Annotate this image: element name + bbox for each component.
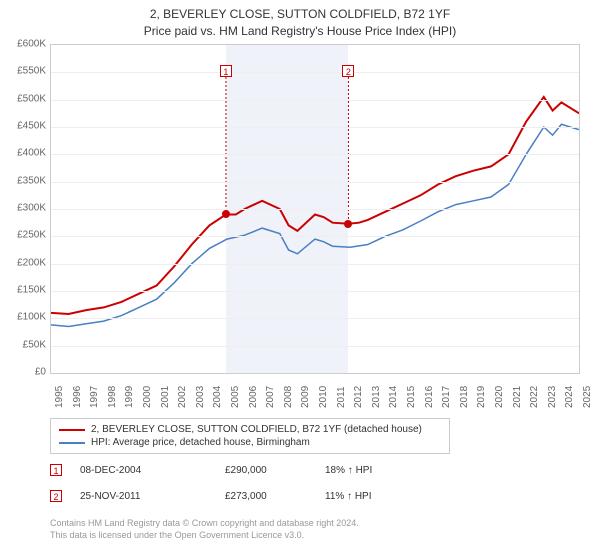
gridline-y: [51, 100, 579, 101]
legend-box: 2, BEVERLEY CLOSE, SUTTON COLDFIELD, B72…: [50, 418, 450, 454]
x-axis-label: 2015: [406, 386, 417, 408]
y-axis-label: £500K: [0, 93, 46, 104]
chart-title-block: 2, BEVERLEY CLOSE, SUTTON COLDFIELD, B72…: [0, 0, 600, 40]
x-axis-label: 2018: [459, 386, 470, 408]
gridline-y: [51, 318, 579, 319]
gridline-y: [51, 72, 579, 73]
x-axis-label: 2012: [353, 386, 364, 408]
sale-marker-2: 2: [50, 490, 62, 502]
footnote-line1: Contains HM Land Registry data © Crown c…: [50, 518, 580, 530]
y-axis-label: £400K: [0, 148, 46, 159]
legend-label-property: 2, BEVERLEY CLOSE, SUTTON COLDFIELD, B72…: [91, 424, 422, 435]
sale-row-1: 1 08-DEC-2004 £290,000 18% ↑ HPI: [50, 464, 580, 476]
x-axis-label: 2003: [195, 386, 206, 408]
y-axis-label: £200K: [0, 257, 46, 268]
x-axis-label: 2008: [283, 386, 294, 408]
chart-marker-point-2: [344, 220, 352, 228]
sale-row-2: 2 25-NOV-2011 £273,000 11% ↑ HPI: [50, 490, 580, 502]
chart-marker-label-1: 1: [220, 65, 232, 77]
gridline-y: [51, 209, 579, 210]
gridline-y: [51, 346, 579, 347]
chart-marker-label-2: 2: [342, 65, 354, 77]
y-axis-label: £100K: [0, 312, 46, 323]
y-axis-label: £0: [0, 367, 46, 378]
sale-hpi-1: 18% ↑ HPI: [325, 465, 425, 476]
y-axis-label: £250K: [0, 230, 46, 241]
x-axis-label: 2013: [371, 386, 382, 408]
x-axis-label: 2025: [582, 386, 593, 408]
x-axis-label: 2001: [160, 386, 171, 408]
chart-container: 2, BEVERLEY CLOSE, SUTTON COLDFIELD, B72…: [0, 0, 600, 560]
gridline-y: [51, 154, 579, 155]
gridline-y: [51, 264, 579, 265]
legend-swatch-hpi: [59, 442, 85, 444]
x-axis-label: 2004: [212, 386, 223, 408]
x-axis-label: 2024: [564, 386, 575, 408]
sale-price-1: £290,000: [225, 465, 325, 476]
x-axis-label: 1996: [72, 386, 83, 408]
x-axis-label: 1995: [54, 386, 65, 408]
legend-row-property: 2, BEVERLEY CLOSE, SUTTON COLDFIELD, B72…: [59, 423, 441, 436]
sale-hpi-2: 11% ↑ HPI: [325, 491, 425, 502]
chart-marker-point-1: [222, 210, 230, 218]
chart-title-line2: Price paid vs. HM Land Registry's House …: [0, 23, 600, 40]
x-axis-label: 2005: [230, 386, 241, 408]
x-axis-label: 2023: [547, 386, 558, 408]
chart-title-line1: 2, BEVERLEY CLOSE, SUTTON COLDFIELD, B72…: [0, 6, 600, 23]
series-line-property: [51, 97, 579, 314]
legend-swatch-property: [59, 429, 85, 431]
x-axis-label: 1997: [89, 386, 100, 408]
y-axis-label: £550K: [0, 66, 46, 77]
footnote-line2: This data is licensed under the Open Gov…: [50, 530, 580, 542]
x-axis-label: 1999: [124, 386, 135, 408]
x-axis-label: 2007: [265, 386, 276, 408]
legend-row-hpi: HPI: Average price, detached house, Birm…: [59, 436, 441, 449]
footnote: Contains HM Land Registry data © Crown c…: [50, 518, 580, 541]
gridline-y: [51, 291, 579, 292]
x-axis-label: 2006: [248, 386, 259, 408]
gridline-y: [51, 236, 579, 237]
plot-area: 12: [50, 44, 580, 374]
sale-date-2: 25-NOV-2011: [80, 491, 225, 502]
x-axis-label: 2000: [142, 386, 153, 408]
y-axis-label: £600K: [0, 39, 46, 50]
y-axis-label: £300K: [0, 203, 46, 214]
x-axis-label: 2019: [476, 386, 487, 408]
gridline-y: [51, 127, 579, 128]
legend-label-hpi: HPI: Average price, detached house, Birm…: [91, 437, 310, 448]
x-axis-label: 2020: [494, 386, 505, 408]
sale-date-1: 08-DEC-2004: [80, 465, 225, 476]
sale-marker-1: 1: [50, 464, 62, 476]
y-axis-label: £450K: [0, 121, 46, 132]
sale-price-2: £273,000: [225, 491, 325, 502]
x-axis-label: 2022: [529, 386, 540, 408]
x-axis-label: 2009: [300, 386, 311, 408]
x-axis-label: 2002: [177, 386, 188, 408]
y-axis-label: £350K: [0, 175, 46, 186]
x-axis-label: 2011: [336, 386, 347, 408]
x-axis-label: 2021: [512, 386, 523, 408]
x-axis-label: 1998: [107, 386, 118, 408]
y-axis-label: £50K: [0, 339, 46, 350]
x-axis-label: 2017: [441, 386, 452, 408]
x-axis-label: 2016: [424, 386, 435, 408]
y-axis-label: £150K: [0, 285, 46, 296]
gridline-y: [51, 182, 579, 183]
x-axis-label: 2010: [318, 386, 329, 408]
x-axis-label: 2014: [388, 386, 399, 408]
